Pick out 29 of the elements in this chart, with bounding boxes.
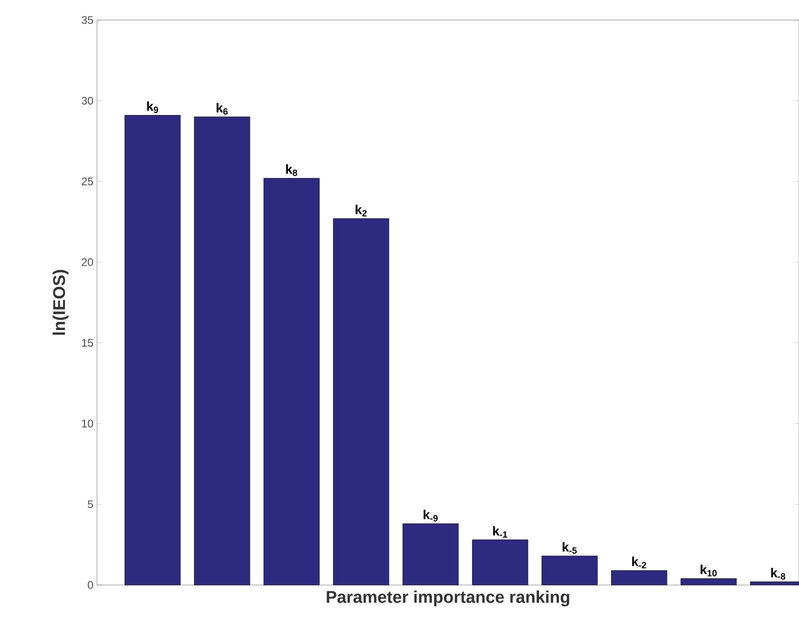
- bar: [333, 218, 390, 586]
- x-tick-label: k$_{8}$: [286, 164, 298, 176]
- x-tick-label: k$_{-5}$: [562, 542, 577, 554]
- x-tick-label: k$_{-1}$: [493, 526, 508, 538]
- bar: [472, 540, 528, 586]
- bar: [194, 116, 250, 586]
- bar: [542, 556, 598, 586]
- y-tick-label: 20: [82, 258, 94, 266]
- y-tick-label: 15: [82, 339, 94, 347]
- y-tick-label: 5: [88, 500, 94, 508]
- x-tick-label: k$_{9}$: [147, 101, 158, 114]
- y-axis-title: ln(IEOS): [52, 270, 68, 335]
- x-tick-label: k$_{2}$: [356, 204, 367, 216]
- y-tick-label: 30: [82, 96, 94, 105]
- bar: [402, 523, 459, 586]
- y-tick-label: 0: [88, 581, 94, 589]
- bar: [611, 570, 668, 586]
- bar: [124, 115, 181, 586]
- x-axis-title: Parameter importance ranking: [326, 590, 570, 606]
- x-tick-label: k$_{6}$: [216, 102, 228, 115]
- x-tick-label: k$_{-9}$: [424, 510, 438, 522]
- x-tick-label: k$_{10}$: [700, 564, 717, 576]
- x-tick-label: k$_{-2}$: [632, 556, 646, 568]
- bar: [680, 578, 737, 586]
- bar: [264, 178, 320, 586]
- y-tick-label: 25: [82, 178, 94, 186]
- y-tick-label: 35: [82, 16, 94, 24]
- y-tick-label: 10: [82, 420, 94, 428]
- x-tick-label: k$_{-8}$: [771, 568, 786, 580]
